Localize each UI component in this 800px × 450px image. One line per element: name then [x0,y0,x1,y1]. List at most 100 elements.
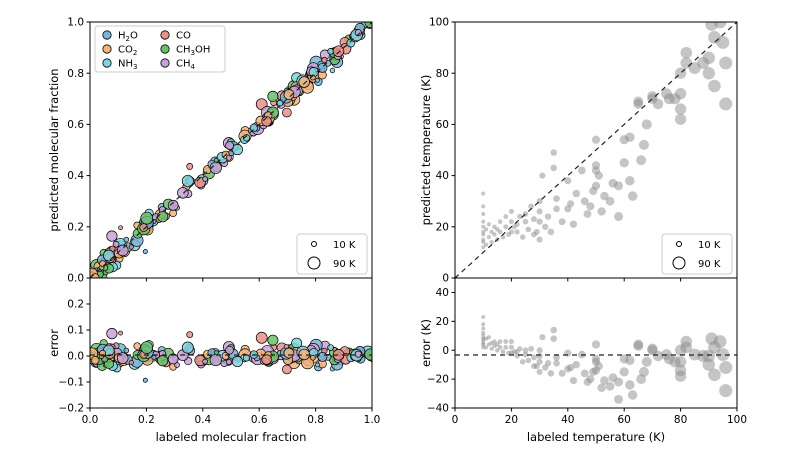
temperature-point [492,232,497,237]
temperature-error-point [586,375,595,384]
fraction-error-point [327,344,334,351]
fraction-error-point [181,341,194,354]
fraction-error-point [231,355,243,368]
y-tick-label: 100 [429,17,449,29]
fraction-error-point [267,334,279,346]
temperature-error-point [517,346,523,352]
fraction-point [242,134,251,142]
temperature-point [558,218,566,226]
temperature-error-point [674,364,687,377]
temperature-error-point [536,368,543,375]
temperature-error-point [569,376,578,385]
fraction-error-point [283,347,295,359]
temperature-point [514,229,520,235]
fraction-error-point [315,362,320,368]
fraction-point [167,199,179,211]
temperature-point [550,149,558,156]
temperature-error-point [492,339,497,344]
ylabel-predicted-fraction: predicted molecular fraction [47,68,61,231]
temperature-error-point [680,335,693,348]
temperature-point [503,214,509,219]
y-tick-label: 0.2 [67,221,84,233]
temperature-point [533,228,540,235]
x-tick-label: 20 [505,414,518,426]
temperature-error-point [508,344,514,350]
temperature-error-point [550,335,558,342]
temperature-error-point [503,344,509,350]
temperature-error-point [481,315,486,319]
temperature-point [605,196,615,206]
temperature-point [547,228,555,236]
temperature-point [536,236,543,243]
temperature-point [522,218,529,225]
temperature-point [580,197,589,206]
temperature-point [586,202,595,211]
temperature-point [578,166,586,175]
temperature-point [486,222,491,227]
fraction-diagonal-line [89,21,373,279]
temperature-error-point [500,349,506,355]
temperature-error-point [638,366,649,377]
temperature-point [600,191,609,201]
temperature-point [572,189,580,198]
temperature-points-layer [481,22,733,250]
temperature-error-point [533,363,540,370]
temperature-point [519,234,526,240]
temperature-point [591,135,601,144]
fraction-point [186,162,194,170]
fraction-point [142,249,148,255]
temperature-point [539,172,546,179]
fraction-point [177,187,189,199]
temperature-error-point [708,368,721,382]
legend-marker-h2o [102,30,112,40]
temperature-point [702,67,715,80]
temperature-point [614,212,624,222]
fraction-error-point [242,354,251,362]
temperature-error-point [525,357,532,364]
fraction-point [267,90,279,102]
temperature-error-point [716,348,730,362]
temperature-error-point [652,350,664,362]
temperature-point [508,219,514,225]
fraction-point [118,225,123,231]
size-legend-large-label: 90 K [333,259,356,270]
temperature-error-point [702,358,715,371]
temperature-error-point [600,376,609,385]
temperature-error-point [481,330,486,335]
size-legend-large-label: 90 K [698,259,721,270]
temperature-error-point [497,339,503,344]
fraction-error-point [282,364,292,375]
xlabel-temperature: labeled temperature (K) [527,430,665,444]
temperature-point [702,51,715,65]
temperature-error-point [566,363,575,372]
temperature-point [481,204,486,209]
fraction-point [249,123,259,132]
temperature-point [481,191,486,196]
size-legend-temperature: 10 K 90 K [661,233,733,275]
temperature-point [531,216,537,223]
size-legend-small-marker [676,241,682,247]
temperature-point [708,79,721,93]
temperature-error-point [495,347,500,353]
temperature-error-point [719,361,733,375]
temperature-point [517,213,523,220]
temperature-error-point [564,349,572,357]
fraction-point [225,154,232,161]
fraction-error-point [255,331,268,344]
temperature-error-point [481,322,486,327]
size-legend-large-marker [672,256,686,270]
y-tick-label: 0.1 [67,325,84,337]
temperature-point [542,223,549,230]
temperature-point [481,212,486,216]
temperature-point [652,98,664,110]
legend-label-ch4: CH4 [176,59,196,72]
y-tick-label: 0 [442,273,449,285]
ylabel-predicted-temperature: predicted temperature (K) [419,75,433,226]
temperature-error-point [539,334,546,341]
fraction-point [139,223,148,232]
fraction-point [315,77,320,83]
temperature-error-point [497,345,503,350]
temperature-error-point [550,326,558,334]
fraction-error-point [213,350,219,356]
fraction-point [327,48,334,55]
